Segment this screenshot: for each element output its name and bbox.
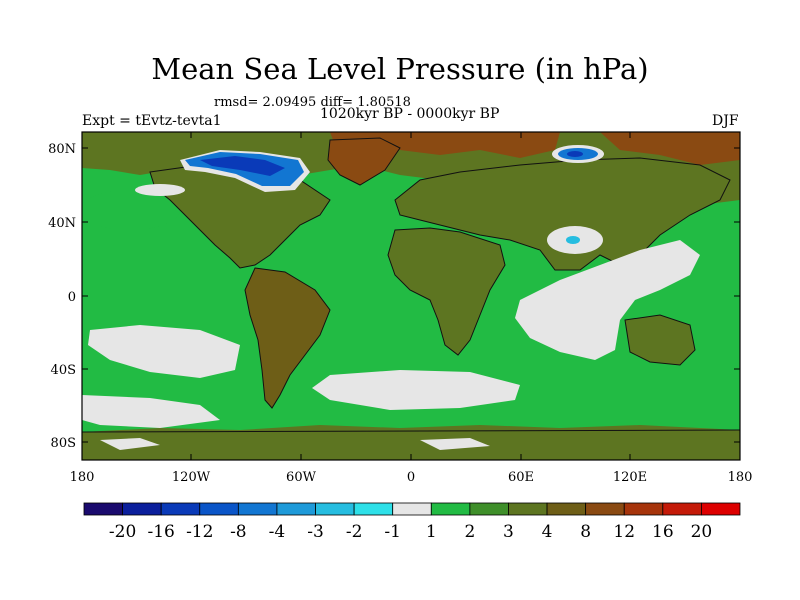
colorbar-label: 16 [652, 522, 674, 542]
colorbar-label: -4 [269, 522, 286, 542]
colorbar-label: -2 [346, 522, 363, 542]
colorbar-label: 4 [542, 522, 553, 542]
colorbar-swatch [469, 502, 509, 516]
lat-label-equator: 0 [68, 290, 76, 305]
period-label: 1020kyr BP - 0000kyr BP [320, 106, 500, 122]
colorbar-swatch [83, 502, 123, 516]
colorbar-label: -16 [147, 522, 174, 542]
colorbar-label: 12 [613, 522, 635, 542]
colorbar-label: 2 [464, 522, 475, 542]
north-pacific-region [82, 190, 180, 230]
colorbar-swatch [430, 502, 471, 516]
colorbar-label: -1 [384, 522, 401, 542]
colorbar-swatch [315, 502, 355, 516]
axis-ticks [82, 132, 740, 460]
lat-label-40n: 40N [48, 216, 76, 231]
colorbar-swatch [237, 502, 278, 516]
lon-label-120e: 120E [613, 470, 647, 485]
colorbar-swatch [392, 502, 432, 516]
colorbar-label: 8 [580, 522, 591, 542]
lon-label-60e: 60E [508, 470, 534, 485]
arabian-sea-low-spot [566, 236, 580, 244]
indian-ocean-low-region [515, 240, 700, 360]
colorbar-swatch [508, 502, 548, 516]
north-pacific-low-spot [135, 184, 185, 196]
colorbar-label: -12 [186, 522, 213, 542]
siberia-low-core [567, 151, 583, 157]
lon-label-180e: 180 [728, 470, 753, 485]
australia [624, 314, 696, 366]
canada-low-core [200, 156, 285, 176]
antarctic-low-spot-2 [420, 438, 490, 450]
south-america [244, 267, 331, 409]
greenland [327, 137, 401, 186]
colorbar-label: -3 [307, 522, 324, 542]
experiment-label: Expt = tEvtz-tevta1 [82, 113, 222, 129]
colorbar-label: 1 [426, 522, 437, 542]
lat-label-80s: 80S [51, 436, 76, 451]
south-atlantic-low-region [312, 370, 520, 410]
colorbar-swatch [546, 502, 587, 516]
map-field [82, 132, 740, 460]
lon-label-180w: 180 [70, 470, 95, 485]
lat-label-40s: 40S [51, 363, 76, 378]
colorbar-swatch [353, 502, 394, 516]
colorbar-swatch [160, 502, 201, 516]
africa [387, 227, 506, 356]
season-label: DJF [712, 113, 739, 129]
lon-label-60w: 60W [286, 470, 317, 485]
north-high-pressure [330, 132, 560, 158]
lat-label-80n: 80N [48, 142, 76, 157]
lon-label-120w: 120W [172, 470, 211, 485]
stats-label: rmsd= 2.09495 diff= 1.80518 [214, 95, 411, 110]
antarctic-band [82, 425, 740, 460]
southern-ocean-low-region [82, 395, 220, 428]
colorbar-swatch [276, 502, 316, 516]
colorbar-swatch [199, 502, 239, 516]
lon-label-0: 0 [407, 470, 415, 485]
antarctic-low-spot-1 [100, 438, 160, 450]
colorbar-swatch [585, 502, 625, 516]
antarctic-coastline [82, 429, 740, 433]
colorbar-swatch [122, 502, 162, 516]
chart-title: Mean Sea Level Pressure (in hPa) [151, 52, 649, 86]
colorbar-label: 20 [691, 522, 713, 542]
northeast-high-pressure [600, 132, 740, 165]
colorbar: -20 -16 -12 -8 -4 -3 -2 -1 1 2 3 4 8 12 16 20 [83, 502, 741, 542]
colorbar-label: 3 [503, 522, 514, 542]
colorbar-swatch [623, 502, 664, 516]
colorbar-swatch [662, 502, 702, 516]
south-pacific-low-region [88, 325, 240, 378]
colorbar-label: -8 [230, 522, 247, 542]
colorbar-swatch [701, 502, 741, 516]
colorbar-label: -20 [109, 522, 136, 542]
